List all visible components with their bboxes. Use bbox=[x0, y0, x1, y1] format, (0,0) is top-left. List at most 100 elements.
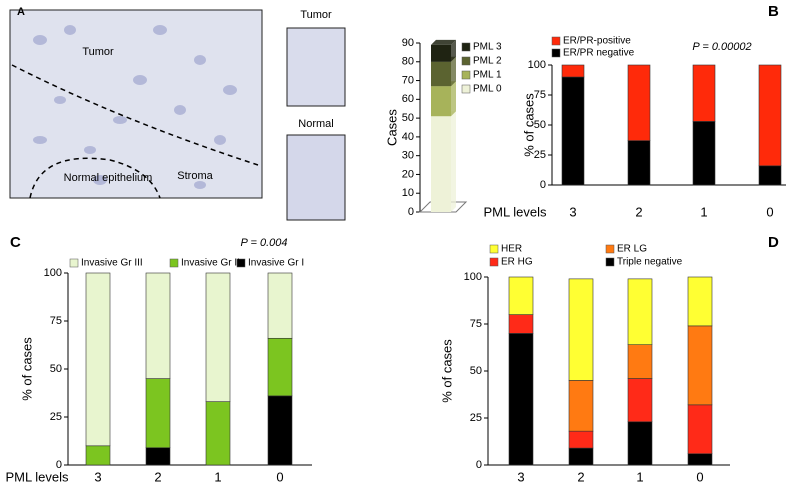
y-axis-label: Cases bbox=[384, 109, 399, 146]
bar-side bbox=[451, 111, 456, 212]
bar-side bbox=[451, 56, 456, 87]
legend-swatch bbox=[169, 258, 179, 268]
legend-label: Invasive Gr I bbox=[248, 258, 304, 269]
legend-swatch bbox=[489, 244, 499, 254]
y-tick-label: 0 bbox=[540, 179, 546, 191]
legend-swatch bbox=[236, 258, 246, 268]
y-tick-label: 60 bbox=[402, 93, 414, 105]
bar-segment bbox=[627, 64, 651, 141]
legend-swatch bbox=[461, 70, 471, 80]
image-label: Tumor bbox=[82, 46, 114, 58]
y-tick-label: 75 bbox=[470, 318, 482, 330]
legend-swatch bbox=[461, 56, 471, 66]
legend-swatch bbox=[489, 257, 499, 267]
legend-label: ER/PR negative bbox=[563, 48, 635, 59]
legend-label: PML 1 bbox=[473, 70, 502, 81]
cells bbox=[33, 25, 237, 189]
p-value: P = 0.00002 bbox=[692, 41, 751, 53]
y-axis-label: % of cases bbox=[19, 337, 34, 401]
y-tick-label: 100 bbox=[44, 267, 62, 279]
x-tick-label: 0 bbox=[696, 469, 703, 484]
legend-swatch bbox=[461, 42, 471, 52]
x-tick-label: 3 bbox=[94, 469, 101, 484]
x-tick-label: 0 bbox=[766, 204, 773, 219]
bar-segment bbox=[627, 278, 653, 345]
y-tick-label: 90 bbox=[402, 37, 414, 49]
y-tick-label: 75 bbox=[50, 315, 62, 327]
bar-segment bbox=[687, 404, 713, 455]
inset-image bbox=[286, 27, 346, 107]
legend-swatch bbox=[461, 84, 471, 94]
x-tick-label: 1 bbox=[700, 204, 707, 219]
bar-segment bbox=[687, 325, 713, 406]
y-axis-label: % of cases bbox=[521, 93, 536, 157]
bar-segment bbox=[561, 64, 585, 78]
y-tick-label: 0 bbox=[408, 206, 414, 218]
bar-segment bbox=[568, 430, 594, 449]
x-tick-label: 2 bbox=[154, 469, 161, 484]
panel-label: B bbox=[768, 3, 779, 20]
y-tick-label: 25 bbox=[50, 411, 62, 423]
y-tick-label: 50 bbox=[50, 363, 62, 375]
y-tick-label: 20 bbox=[402, 168, 414, 180]
bar-segment bbox=[508, 276, 534, 315]
y-tick-label: 80 bbox=[402, 56, 414, 68]
bar-segment bbox=[431, 44, 451, 62]
bar-segment bbox=[687, 453, 713, 466]
x-axis-label: PML levels bbox=[483, 204, 547, 219]
bar-segment bbox=[431, 116, 451, 212]
legend-label: Invasive Gr II bbox=[181, 258, 240, 269]
bar-segment bbox=[561, 76, 585, 186]
bar-segment bbox=[267, 337, 293, 397]
bar-top bbox=[431, 39, 456, 45]
bar-segment bbox=[431, 86, 451, 117]
x-tick-label: 3 bbox=[569, 204, 576, 219]
x-tick-label: 3 bbox=[517, 469, 524, 484]
bar-segment bbox=[687, 276, 713, 327]
panel-label: C bbox=[10, 234, 21, 251]
y-tick-label: 50 bbox=[402, 112, 414, 124]
y-tick-label: 100 bbox=[528, 59, 546, 71]
legend-label: Invasive Gr III bbox=[81, 258, 143, 269]
bar-segment bbox=[431, 61, 451, 87]
bar-segment bbox=[145, 447, 171, 466]
bar-segment bbox=[568, 380, 594, 432]
y-tick-label: 25 bbox=[534, 149, 546, 161]
image-label: Normal epithelium bbox=[64, 172, 153, 184]
bar-segment bbox=[267, 395, 293, 466]
legend-swatch bbox=[605, 257, 615, 267]
x-tick-label: 0 bbox=[276, 469, 283, 484]
image-label: Stroma bbox=[177, 170, 213, 182]
x-tick-label: 2 bbox=[577, 469, 584, 484]
bar-segment bbox=[627, 378, 653, 423]
y-tick-label: 100 bbox=[464, 271, 482, 283]
panel-label: D bbox=[768, 234, 779, 251]
legend-label: PML 2 bbox=[473, 56, 502, 67]
boundary bbox=[11, 64, 259, 166]
y-tick-label: 10 bbox=[402, 187, 414, 199]
boundary bbox=[29, 157, 161, 199]
bar-segment bbox=[145, 272, 171, 379]
bar-side bbox=[451, 81, 456, 117]
legend-label: ER HG bbox=[501, 257, 533, 268]
bar-segment bbox=[627, 140, 651, 186]
bar-segment bbox=[568, 278, 594, 381]
bar-segment bbox=[627, 421, 653, 466]
bar-segment bbox=[758, 165, 782, 186]
legend-swatch bbox=[69, 258, 79, 268]
x-axis-label: PML levels bbox=[5, 469, 69, 484]
y-tick-label: 0 bbox=[56, 459, 62, 471]
legend-label: HER bbox=[501, 244, 522, 255]
bar-segment bbox=[205, 272, 231, 402]
y-tick-label: 0 bbox=[476, 459, 482, 471]
inset-image bbox=[286, 134, 346, 221]
y-tick-label: 40 bbox=[402, 131, 414, 143]
bar-segment bbox=[145, 378, 171, 449]
bar-segment bbox=[205, 401, 231, 466]
legend-label: ER/PR-positive bbox=[563, 36, 631, 47]
panel-label: A bbox=[17, 6, 25, 18]
bar-segment bbox=[508, 314, 534, 334]
y-tick-label: 50 bbox=[470, 365, 482, 377]
y-tick-label: 70 bbox=[402, 74, 414, 86]
